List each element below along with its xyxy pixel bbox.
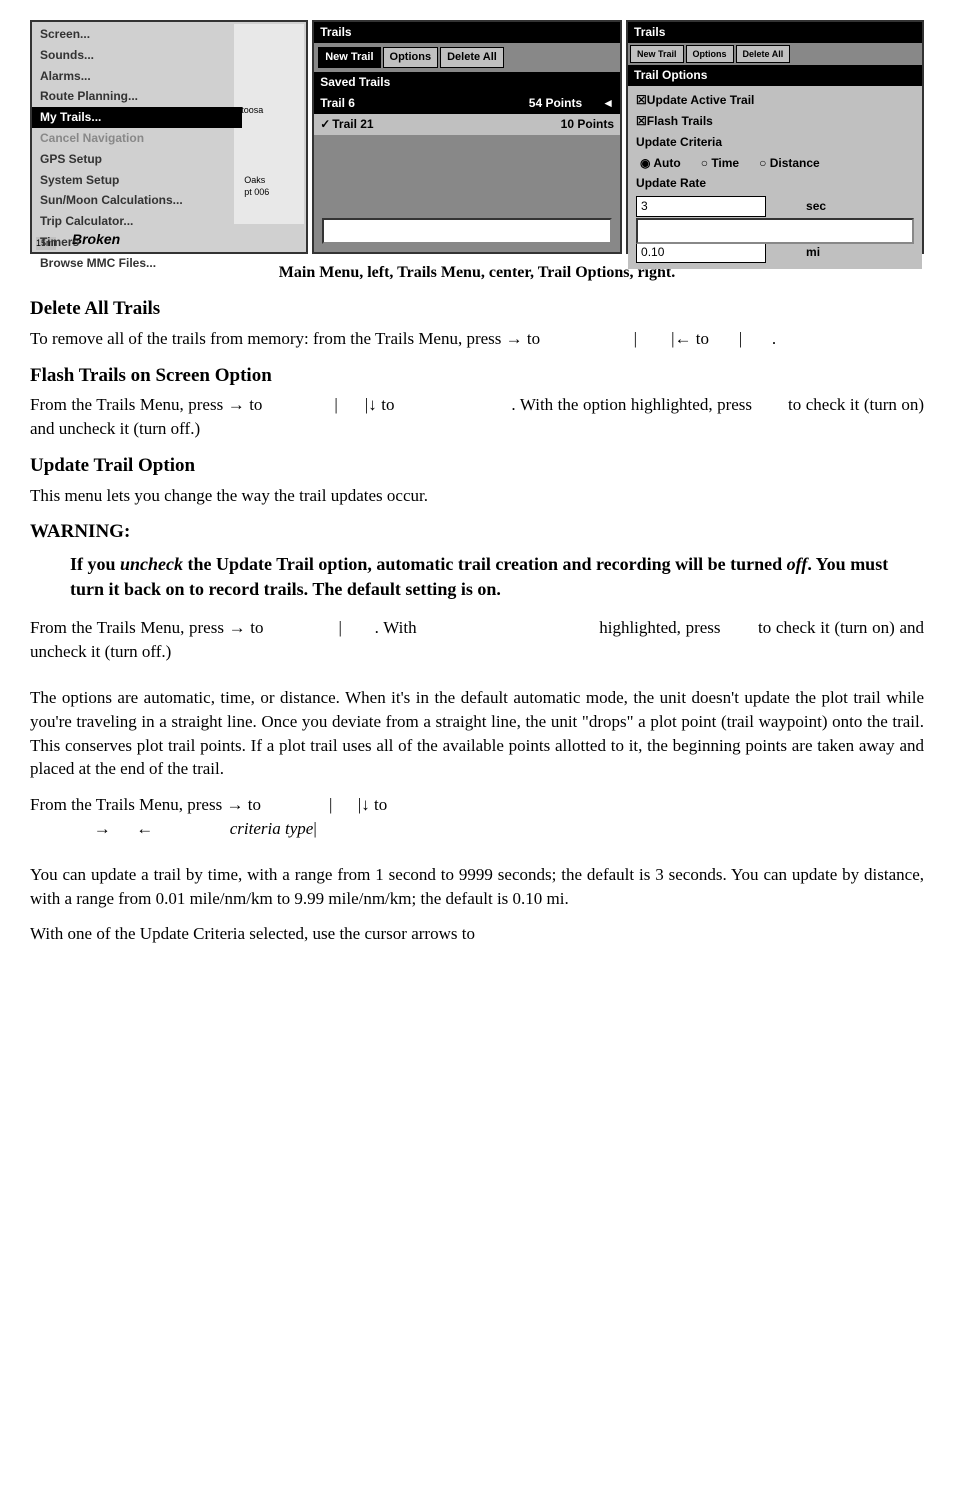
- menu-sunmoon[interactable]: Sun/Moon Calculations...: [32, 190, 242, 211]
- menu-timers[interactable]: Timers: [32, 232, 242, 253]
- menu-trip[interactable]: Trip Calculator...: [32, 211, 242, 232]
- menu-browse[interactable]: Browse MMC Files...: [32, 253, 242, 274]
- rate-unit: sec: [806, 198, 826, 215]
- map-fragment: atoosa Oaks pt 006: [234, 24, 304, 224]
- heading-flash: Flash Trails on Screen Option: [30, 363, 924, 390]
- trails-titlebar: Trails: [314, 22, 620, 43]
- trail-name: Trail 21: [332, 116, 560, 133]
- from-trails-2: From the Trails Menu, press → to | |↓ to…: [30, 793, 924, 841]
- heading-update-trail: Update Trail Option: [30, 453, 924, 480]
- main-menu-window: Screen... Sounds... Alarms... Route Plan…: [30, 20, 308, 254]
- update-rate-label: Update Rate: [632, 173, 918, 194]
- radio-distance[interactable]: ○ Distance: [759, 155, 820, 172]
- delete-all-button[interactable]: Delete All: [440, 47, 504, 68]
- saved-trails-label: Saved Trails: [314, 72, 620, 93]
- warning-body: If you uncheck the Update Trail option, …: [70, 552, 924, 602]
- flash-trails-checkbox[interactable]: ☒Flash Trails: [632, 111, 918, 132]
- new-trail-button[interactable]: New Trail: [318, 47, 380, 68]
- radio-time[interactable]: ○ Time: [701, 155, 739, 172]
- trail-points: 10 Points: [561, 116, 614, 133]
- menu-screen[interactable]: Screen...: [32, 24, 242, 45]
- trail-options-titlebar: Trail Options: [628, 65, 922, 86]
- update-trail-text: This menu lets you change the way the tr…: [30, 484, 924, 508]
- bottom-input2[interactable]: [636, 218, 914, 244]
- update-active-checkbox[interactable]: ☒Update Active Trail: [632, 90, 918, 111]
- dist-unit: mi: [806, 244, 820, 261]
- with-one-para: With one of the Update Criteria selected…: [30, 922, 924, 946]
- checkbox-label: Update Active Trail: [647, 93, 755, 107]
- options-button2[interactable]: Options: [686, 45, 734, 64]
- bottom-input[interactable]: [322, 218, 612, 244]
- update-criteria-label: Update Criteria: [632, 132, 918, 153]
- menu-alarms[interactable]: Alarms...: [32, 66, 242, 87]
- menu-system[interactable]: System Setup: [32, 170, 242, 191]
- trails-button-row: New Trail Options Delete All: [314, 43, 620, 72]
- check-icon: ✓: [320, 116, 332, 133]
- delete-all-text: To remove all of the trails from memory:…: [30, 327, 924, 351]
- trails-titlebar2: Trails: [628, 22, 922, 43]
- screenshot-row: Screen... Sounds... Alarms... Route Plan…: [30, 20, 924, 254]
- map-label-oaks: Oaks: [244, 174, 265, 187]
- options-button[interactable]: Options: [383, 47, 439, 68]
- trail-name: Trail 6: [320, 95, 529, 112]
- update-time-para: You can update a trail by time, with a r…: [30, 863, 924, 911]
- dist-input[interactable]: 0.10: [636, 242, 766, 263]
- delete-all-button2[interactable]: Delete All: [736, 45, 791, 64]
- trails-menu-window: Trails New Trail Options Delete All Save…: [312, 20, 622, 254]
- menu-gps[interactable]: GPS Setup: [32, 149, 242, 170]
- trail-row-21[interactable]: ✓ Trail 21 10 Points: [314, 114, 620, 135]
- radio-auto[interactable]: ◉ Auto: [640, 155, 681, 172]
- rate-input[interactable]: 3: [636, 196, 766, 217]
- flash-text: From the Trails Menu, press → to | |↓ to…: [30, 393, 924, 441]
- trail-options-window: Trails New Trail Options Delete All Trai…: [626, 20, 924, 254]
- new-trail-button2[interactable]: New Trail: [630, 45, 684, 64]
- trail-row-6[interactable]: Trail 6 54 Points ◄: [314, 93, 620, 114]
- menu-my-trails[interactable]: My Trails...: [32, 107, 242, 128]
- auto-paragraph: The options are automatic, time, or dist…: [30, 686, 924, 781]
- active-indicator-icon: ◄: [602, 95, 614, 112]
- heading-warning: WARNING:: [30, 519, 924, 546]
- heading-delete-all: Delete All Trails: [30, 296, 924, 323]
- menu-route[interactable]: Route Planning...: [32, 86, 242, 107]
- menu-cancel-nav: Cancel Navigation: [32, 128, 242, 149]
- from-trails-1: From the Trails Menu, press → to | . Wit…: [30, 616, 924, 664]
- checkbox-label: Flash Trails: [647, 114, 713, 128]
- trail-points: 54 Points: [529, 95, 582, 112]
- map-label-pt006: pt 006: [244, 186, 269, 199]
- menu-sounds[interactable]: Sounds...: [32, 45, 242, 66]
